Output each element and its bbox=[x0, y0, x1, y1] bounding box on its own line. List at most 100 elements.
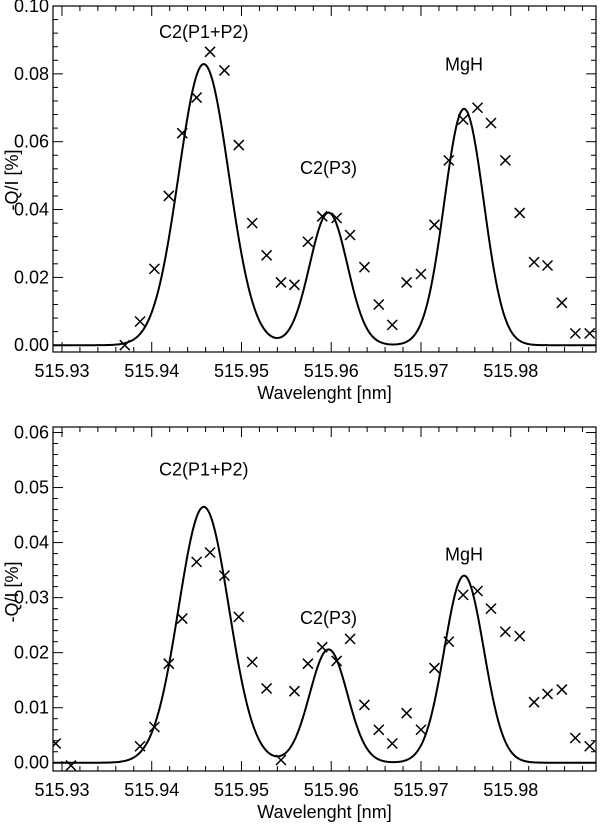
data-point bbox=[246, 217, 258, 229]
data-point bbox=[176, 127, 188, 139]
data-point-stroke bbox=[119, 339, 131, 351]
data-point bbox=[457, 114, 469, 126]
y-tick-label: 0.00 bbox=[14, 335, 49, 355]
data-point-stroke bbox=[163, 190, 175, 202]
plot-frame bbox=[52, 426, 597, 772]
data-point-stroke bbox=[204, 546, 216, 559]
data-point bbox=[288, 685, 300, 697]
data-point-stroke bbox=[528, 696, 540, 708]
data-point-stroke bbox=[176, 613, 188, 625]
data-point bbox=[163, 658, 175, 670]
x-tick-label: 515.95 bbox=[214, 361, 269, 381]
data-point-stroke bbox=[443, 154, 455, 166]
y-tick-label: 0.01 bbox=[14, 698, 49, 718]
data-point-stroke bbox=[373, 724, 385, 736]
data-point bbox=[191, 92, 203, 104]
data-point-stroke bbox=[316, 641, 328, 653]
x-tick-label: 515.98 bbox=[483, 361, 538, 381]
data-point-stroke bbox=[415, 268, 427, 280]
data-point-stroke bbox=[275, 276, 287, 288]
data-point bbox=[288, 279, 300, 291]
data-point-stroke bbox=[584, 327, 596, 339]
data-point-stroke bbox=[569, 327, 581, 339]
data-point-stroke bbox=[163, 658, 175, 670]
data-point-stroke bbox=[246, 217, 258, 229]
x-tick-label: 515.93 bbox=[34, 780, 89, 800]
data-point-stroke bbox=[499, 154, 511, 166]
data-point bbox=[316, 641, 328, 653]
data-point bbox=[556, 684, 568, 696]
data-point-stroke bbox=[401, 707, 413, 719]
y-axis-label: -Q/I [%] bbox=[2, 149, 22, 210]
data-point bbox=[148, 721, 160, 733]
x-axis-label: Wavelenght [nm] bbox=[257, 383, 391, 403]
data-point-stroke bbox=[302, 658, 314, 670]
data-point-stroke bbox=[514, 207, 526, 219]
data-point bbox=[302, 236, 314, 248]
data-point-stroke bbox=[233, 139, 245, 151]
data-point bbox=[275, 276, 287, 288]
x-tick-label: 515.94 bbox=[124, 361, 179, 381]
y-tick-label: 0.04 bbox=[14, 200, 49, 220]
data-point bbox=[542, 259, 554, 272]
data-point bbox=[65, 759, 77, 771]
x-tick-label: 515.96 bbox=[304, 780, 359, 800]
data-point bbox=[471, 585, 484, 597]
data-point-stroke bbox=[457, 589, 469, 601]
data-point-stroke bbox=[401, 276, 413, 288]
data-point-stroke bbox=[528, 256, 540, 268]
data-point bbox=[134, 315, 146, 328]
data-point-stroke bbox=[556, 684, 568, 696]
data-point bbox=[542, 688, 554, 700]
data-point bbox=[556, 297, 568, 309]
data-point bbox=[386, 737, 398, 750]
data-point bbox=[53, 737, 62, 750]
data-point-stroke bbox=[148, 263, 160, 275]
data-point bbox=[358, 261, 370, 273]
data-point bbox=[275, 754, 287, 766]
data-point bbox=[176, 613, 188, 625]
data-point bbox=[233, 611, 245, 623]
data-point-stroke bbox=[246, 656, 258, 668]
data-point bbox=[443, 636, 455, 648]
y-tick-label: 0.02 bbox=[14, 267, 49, 287]
y-tick-label: 0.04 bbox=[14, 533, 49, 553]
data-point-stroke bbox=[204, 46, 216, 58]
y-tick-label: 0.05 bbox=[14, 478, 49, 498]
data-point bbox=[499, 626, 511, 638]
y-tick-label: 0.08 bbox=[14, 64, 49, 84]
data-point bbox=[457, 589, 469, 601]
data-point-stroke bbox=[331, 655, 343, 667]
panel-top: 515.93 515.94 515.95 515.96 515.97 515.98 0.00… bbox=[2, 0, 597, 403]
data-point bbox=[261, 249, 273, 261]
data-point bbox=[246, 656, 258, 668]
data-point-stroke bbox=[358, 699, 370, 711]
data-point-stroke bbox=[358, 261, 370, 273]
data-point bbox=[428, 219, 440, 231]
data-point bbox=[218, 64, 230, 76]
data-point bbox=[373, 724, 385, 736]
data-point-stroke bbox=[302, 236, 314, 248]
data-point-stroke bbox=[148, 721, 160, 733]
data-point bbox=[485, 603, 497, 615]
data-point bbox=[485, 117, 497, 129]
data-point bbox=[401, 276, 413, 288]
data-point-stroke bbox=[485, 603, 497, 615]
data-point-stroke bbox=[457, 114, 469, 126]
peak-annotation: MgH bbox=[445, 54, 483, 74]
peak-annotation: C2(P3) bbox=[300, 608, 357, 628]
data-point-stroke bbox=[233, 611, 245, 623]
data-point-stroke bbox=[191, 92, 203, 104]
data-point bbox=[204, 46, 216, 58]
x-tick-label: 515.96 bbox=[304, 361, 359, 381]
y-tick-label: 0.10 bbox=[14, 0, 49, 16]
data-point-stroke bbox=[331, 212, 343, 224]
data-point-stroke bbox=[499, 626, 511, 638]
data-point bbox=[584, 740, 596, 752]
data-point bbox=[499, 154, 511, 166]
panel-bottom: 515.93 515.94 515.95 515.96 515.97 515.98 0.00… bbox=[2, 423, 597, 822]
x-axis-label: Wavelenght [nm] bbox=[257, 802, 391, 822]
data-point bbox=[163, 190, 175, 202]
data-point-stroke bbox=[569, 732, 581, 744]
